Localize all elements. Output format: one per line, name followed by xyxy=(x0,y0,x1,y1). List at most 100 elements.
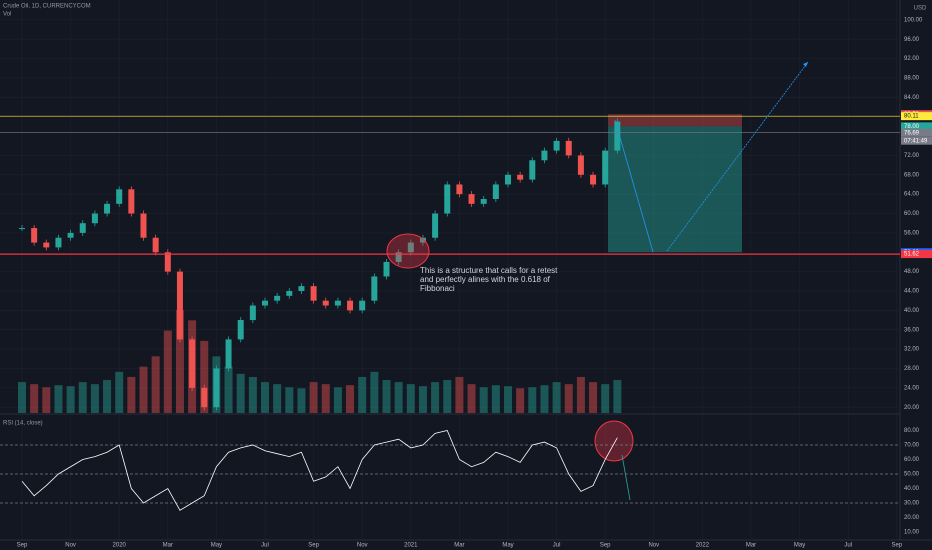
y-tick-label: 56.00 xyxy=(904,230,920,236)
volume-bar xyxy=(589,382,598,413)
volume-bar xyxy=(431,382,440,413)
x-tick-label: May xyxy=(211,543,222,549)
candle xyxy=(55,237,62,248)
y-tick-label: 92.00 xyxy=(904,56,920,62)
volume-bar xyxy=(261,382,269,413)
volume-bar xyxy=(358,376,367,413)
arrow-head xyxy=(803,62,808,67)
rsi-pane xyxy=(0,430,900,511)
rsi-line xyxy=(21,430,618,511)
x-tick-label: Sep xyxy=(600,543,611,549)
candle xyxy=(432,213,439,238)
volume-bar xyxy=(115,371,124,413)
y-tick-label: 40.00 xyxy=(904,308,920,314)
volume-bar xyxy=(333,387,342,413)
candle xyxy=(480,198,487,204)
volume-bar xyxy=(103,380,112,413)
price-label: 51.62 xyxy=(904,252,920,258)
candle xyxy=(91,213,98,224)
candle xyxy=(407,242,414,253)
volume-bar xyxy=(66,386,75,413)
y-tick-label: 72.00 xyxy=(904,153,920,159)
volume-bar xyxy=(516,388,525,413)
y-tick-label: 48.00 xyxy=(904,269,920,275)
volume-bar xyxy=(42,387,51,413)
position xyxy=(608,114,742,253)
axes: 20.00 24.00 28.00 32.00 36.00 40.00 44.00 48.00… xyxy=(17,17,932,549)
y-tick-label: 32.00 xyxy=(904,347,920,353)
volume-bar xyxy=(236,373,245,413)
candle xyxy=(274,295,281,301)
volume-bar xyxy=(321,384,330,413)
candle xyxy=(492,184,499,199)
x-tick-label: Sep xyxy=(17,543,28,549)
rsi-label: RSI (14, close) xyxy=(3,421,43,427)
x-tick-label: Sep xyxy=(891,543,902,549)
volume-bar xyxy=(18,382,26,413)
rsi-tick-label: 70.00 xyxy=(904,443,920,449)
candle xyxy=(262,300,268,306)
target-zone xyxy=(608,126,742,253)
y-tick-label: 20.00 xyxy=(904,405,920,411)
arrow xyxy=(666,61,809,252)
candle xyxy=(602,150,609,185)
volume-bar xyxy=(394,382,403,413)
volume-bar xyxy=(175,310,184,413)
volume-bar xyxy=(248,376,257,413)
rsi-tick-label: 30.00 xyxy=(904,501,920,507)
volume-bar xyxy=(297,388,306,413)
volume-bar xyxy=(139,366,148,413)
volume-bar xyxy=(540,385,549,413)
candle xyxy=(310,286,317,301)
candle xyxy=(152,237,159,253)
volume-bar xyxy=(200,340,209,413)
volume-bar xyxy=(30,384,39,413)
x-tick-label: Mar xyxy=(454,543,464,549)
volume-bar xyxy=(418,386,427,413)
candle xyxy=(201,387,208,408)
volume-bar xyxy=(528,387,537,413)
candle xyxy=(468,194,475,204)
candle xyxy=(517,174,524,180)
y-tick-label: 88.00 xyxy=(904,76,920,82)
price-label: 78.00 xyxy=(904,124,920,130)
rsi-tick-label: 20.00 xyxy=(904,515,920,521)
candle xyxy=(419,237,426,243)
candle xyxy=(541,150,548,161)
highlight-circle xyxy=(594,420,634,462)
x-tick-label: Mar xyxy=(746,543,756,549)
volume-bar xyxy=(406,384,415,413)
y-tick-label: 84.00 xyxy=(904,95,920,101)
symbol: Crude Oil, 1D, CURRENCYCOM xyxy=(3,4,91,10)
candle xyxy=(213,368,220,408)
candle xyxy=(189,339,196,388)
volume-bar xyxy=(613,380,622,413)
arrow xyxy=(621,454,631,501)
price-label: 80.11 xyxy=(904,114,919,120)
price-label-bg xyxy=(901,128,932,137)
annotation: and perfectly alines with the 0.618 of xyxy=(420,275,551,284)
x-tick-label: Jul xyxy=(553,543,561,549)
volume-bar xyxy=(78,382,87,413)
volume-bar xyxy=(564,384,573,413)
candle xyxy=(347,300,354,311)
candle xyxy=(444,184,451,214)
candle xyxy=(176,271,183,340)
price-label: 76.69 xyxy=(904,130,920,136)
volume-bar xyxy=(90,384,99,413)
candle xyxy=(298,286,305,291)
y-tick-label: 64.00 xyxy=(904,192,920,198)
x-tick-label: Jul xyxy=(844,543,852,549)
x-tick-label: Mar xyxy=(163,543,173,549)
candle xyxy=(237,320,244,340)
candle xyxy=(456,184,463,195)
volume-bar xyxy=(552,382,561,413)
candle xyxy=(164,252,171,272)
y-tick-label: 100.00 xyxy=(904,17,923,23)
x-tick-label: 2020 xyxy=(113,543,127,549)
candle xyxy=(140,213,147,238)
x-tick-label: Nov xyxy=(65,543,76,549)
candle xyxy=(359,300,366,311)
x-tick-label: Sep xyxy=(308,543,319,549)
